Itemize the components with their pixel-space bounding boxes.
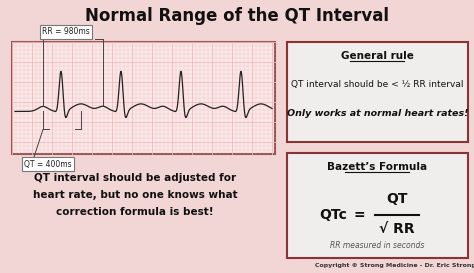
Text: Bazett’s Formula: Bazett’s Formula [328,162,428,172]
Text: QT interval should be adjusted for: QT interval should be adjusted for [34,173,236,183]
FancyBboxPatch shape [12,42,275,154]
Text: QT interval should be < ½ RR interval: QT interval should be < ½ RR interval [291,79,464,88]
Text: √ RR: √ RR [379,222,415,236]
Text: Normal Range of the QT Interval: Normal Range of the QT Interval [85,7,389,25]
Text: heart rate, but no one knows what: heart rate, but no one knows what [33,190,237,200]
Text: QT: QT [386,192,408,206]
Text: =: = [353,208,365,222]
FancyBboxPatch shape [287,42,468,142]
Text: Only works at normal heart rates!: Only works at normal heart rates! [287,109,468,118]
Text: RR measured in seconds: RR measured in seconds [330,242,425,251]
Text: correction formula is best!: correction formula is best! [56,207,214,217]
Text: QTc: QTc [319,208,347,222]
Text: General rule: General rule [341,51,414,61]
FancyBboxPatch shape [40,25,92,39]
FancyBboxPatch shape [287,153,468,258]
Text: Copyright © Strong Medicine - Dr. Eric Strong: Copyright © Strong Medicine - Dr. Eric S… [315,263,474,269]
Text: RR = 980ms: RR = 980ms [42,28,90,37]
Text: QT = 400ms: QT = 400ms [24,159,72,168]
FancyBboxPatch shape [22,157,74,171]
